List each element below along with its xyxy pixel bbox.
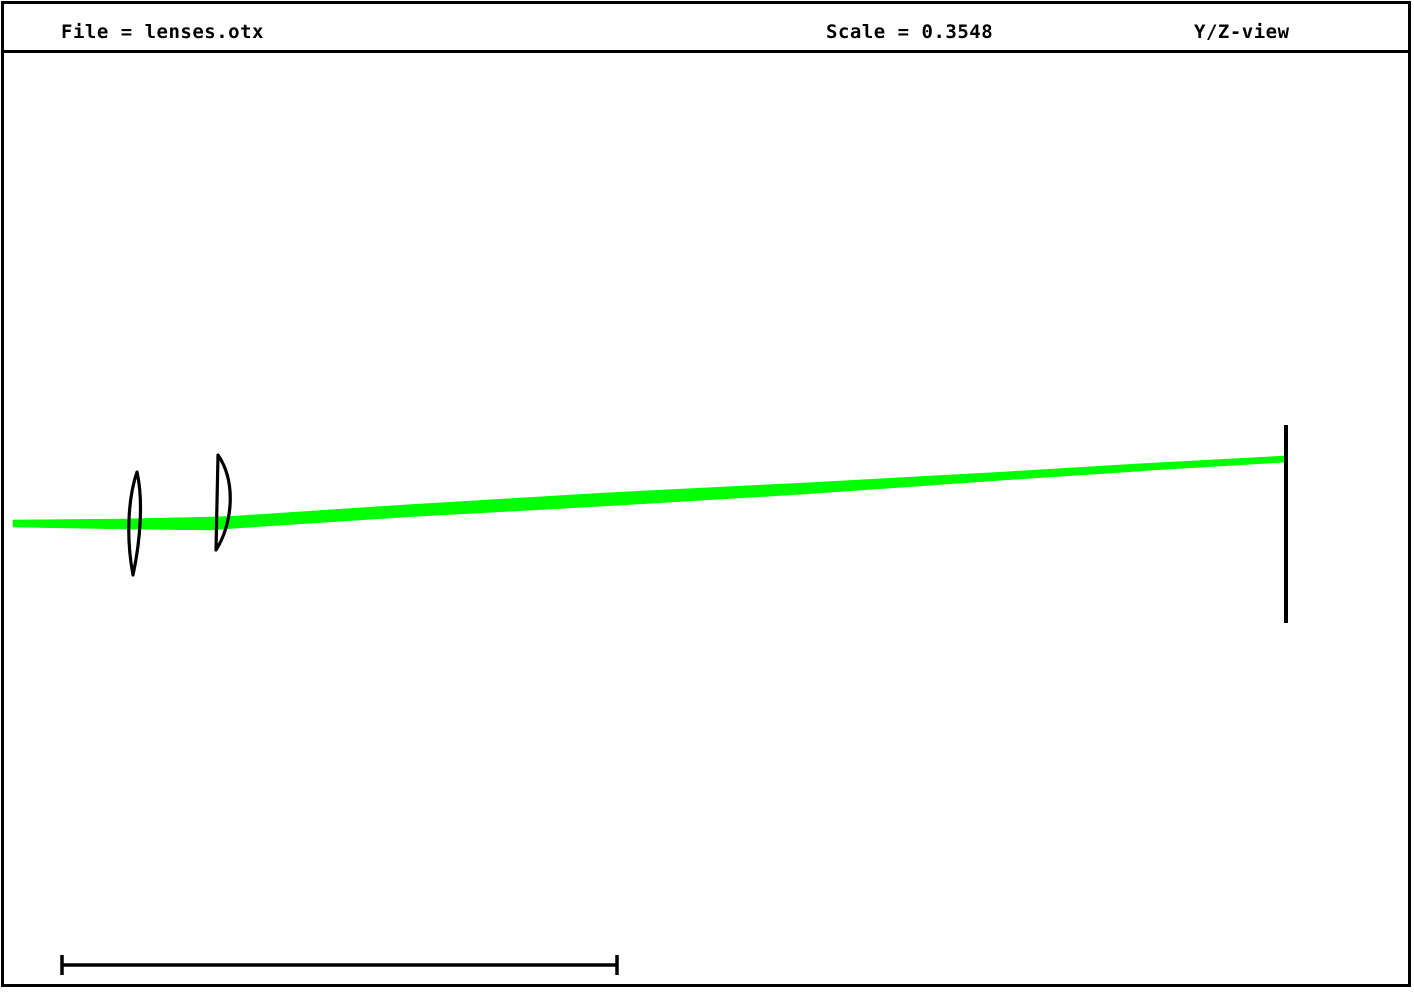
scale-bar-svg	[60, 955, 619, 975]
optical-diagram-canvas[interactable]	[4, 55, 1408, 985]
file-name-label: File = lenses.otx	[61, 21, 264, 43]
view-orientation-label: Y/Z-view	[1194, 21, 1290, 43]
optical-layout-svg	[12, 425, 1288, 623]
scale-factor-label: Scale = 0.3548	[826, 21, 994, 43]
ray-bundle-group	[12, 455, 1287, 531]
ray-bundle-green	[12, 455, 1287, 531]
lens-2-planoconvex-outline	[214, 453, 232, 552]
lens-1-biconvex-outline	[127, 470, 143, 577]
header-bar: File = lenses.otx Scale = 0.3548 Y/Z-vie…	[4, 4, 1408, 53]
lens-element-2-group	[214, 453, 232, 552]
scale-bar-region: 281.8205 mm	[0, 940, 1414, 990]
lens-element-1-group	[127, 470, 143, 577]
